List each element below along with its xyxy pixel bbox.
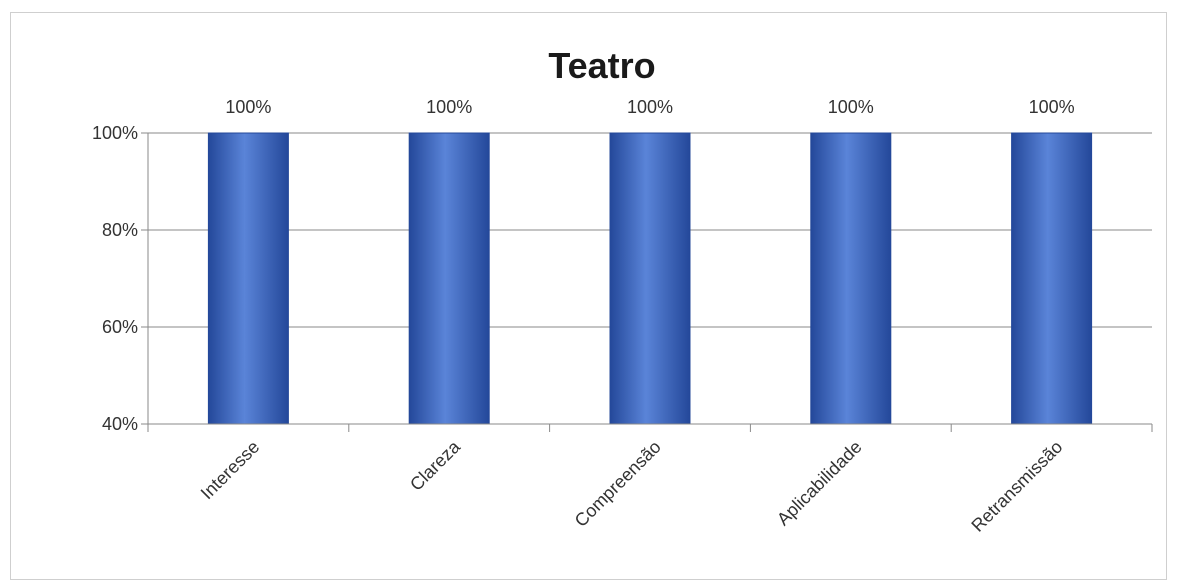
- chart-frame: [10, 12, 1167, 580]
- bars: [207, 132, 1093, 425]
- bar-retransmissão: [1011, 132, 1093, 425]
- x-tick-label: Retransmissão: [967, 437, 1066, 536]
- y-tick-label: 80%: [102, 220, 138, 240]
- data-labels: 100% 100% 100% 100% 100%: [225, 97, 1074, 117]
- data-label: 100%: [1029, 97, 1075, 117]
- x-axis-ticks: Interesse Clareza Compreensão Aplicabilidad…: [147, 424, 1153, 536]
- x-tick-label: Aplicabilidade: [773, 437, 866, 530]
- y-tick-label: 60%: [102, 317, 138, 337]
- x-tick-label: Compreensão: [571, 437, 665, 531]
- chart-title: Teatro: [548, 45, 655, 86]
- y-axis-ticks: 40% 60% 80% 100%: [92, 123, 148, 434]
- y-tick-label: 100%: [92, 123, 138, 143]
- y-tick-label: 40%: [102, 414, 138, 434]
- x-tick-label: Clareza: [406, 436, 465, 495]
- bar-clareza: [408, 132, 490, 425]
- data-label: 100%: [225, 97, 271, 117]
- axes: [147, 133, 1152, 425]
- data-label: 100%: [828, 97, 874, 117]
- x-tick-label: Interesse: [197, 437, 264, 504]
- bar-compreensão: [609, 132, 691, 425]
- data-label: 100%: [426, 97, 472, 117]
- bar-interesse: [207, 132, 289, 425]
- bar-aplicabilidade: [810, 132, 892, 425]
- data-label: 100%: [627, 97, 673, 117]
